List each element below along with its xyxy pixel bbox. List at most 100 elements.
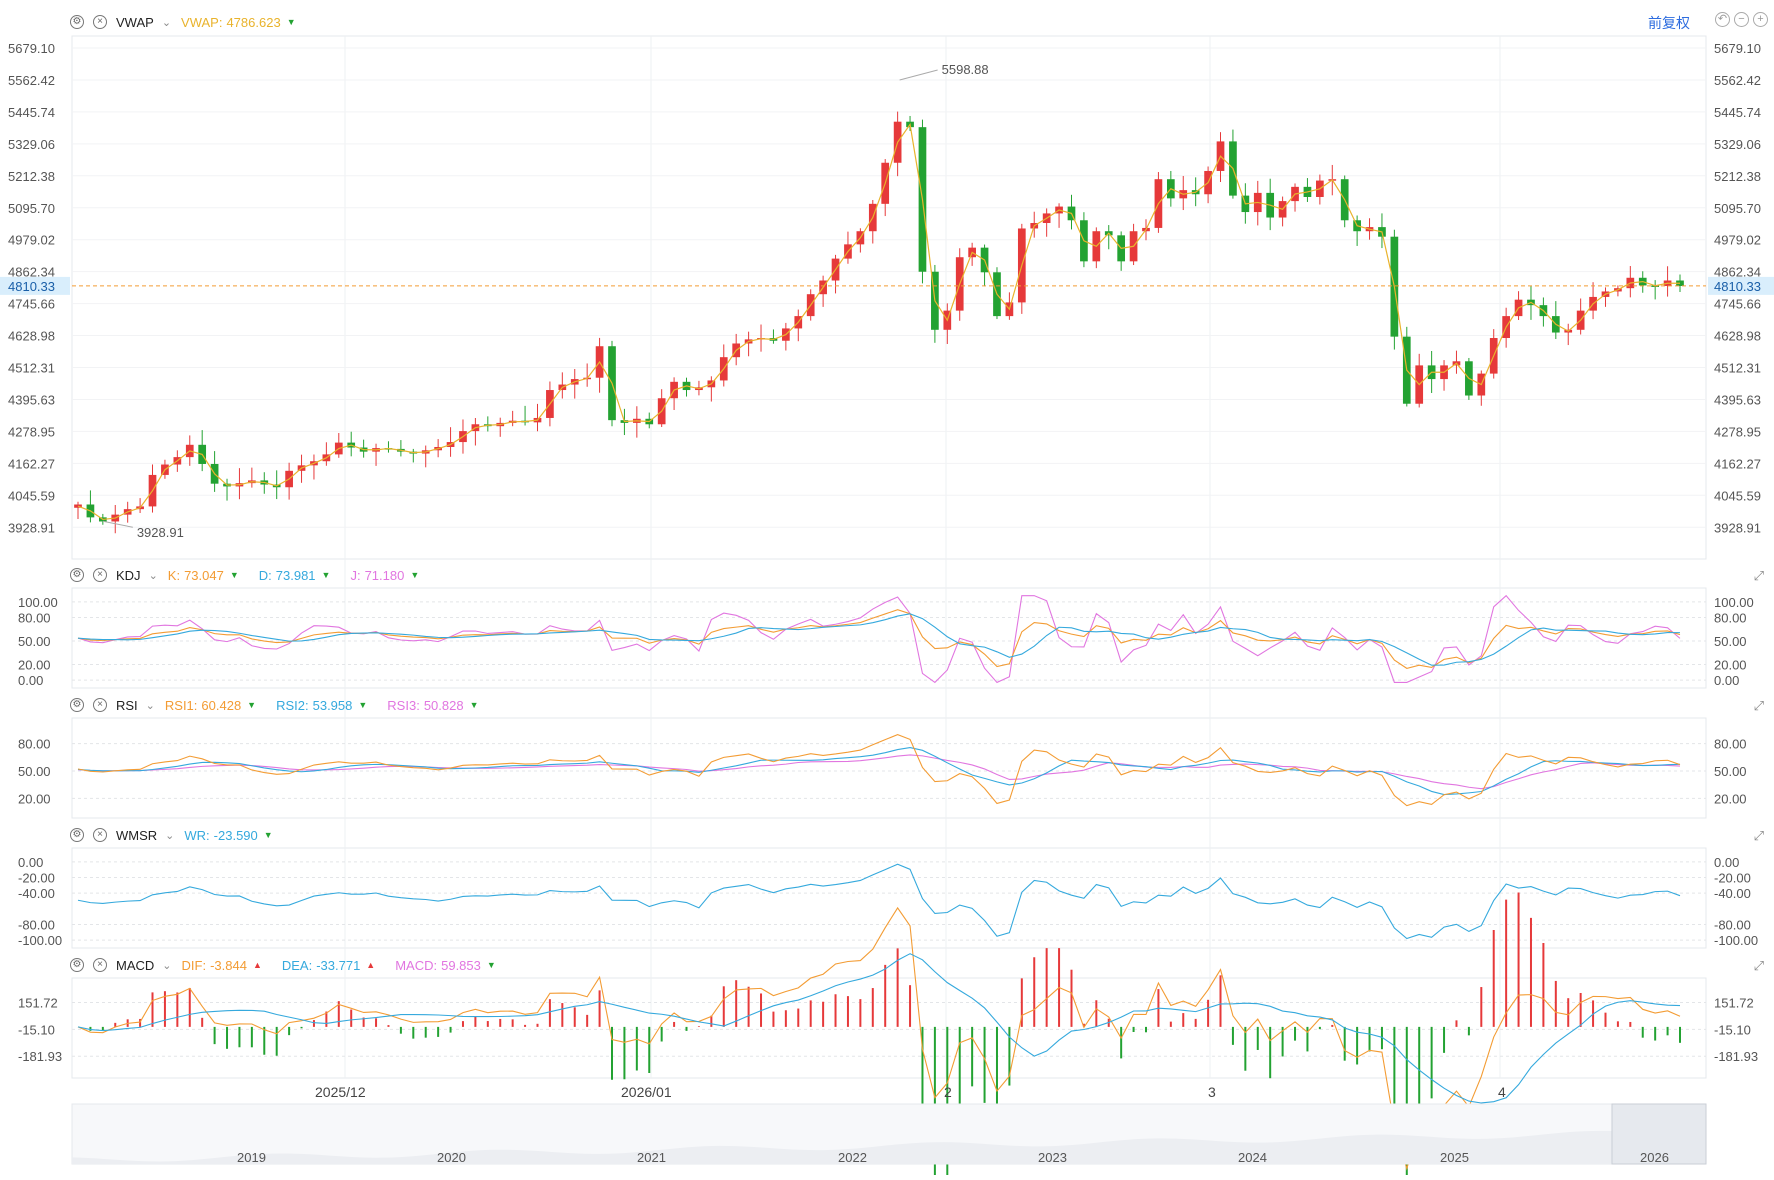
kdj-ind-trend-icon-2: ▼ — [410, 570, 420, 580]
rsi-dropdown-icon[interactable]: ⌄ — [145, 699, 155, 712]
navigator-area — [72, 1130, 1706, 1164]
x-axis-label: 2026/01 — [621, 1084, 672, 1100]
navigator-year: 2026 — [1640, 1150, 1669, 1165]
price-tick-right: 4045.59 — [1714, 488, 1761, 503]
kdj-close-icon[interactable]: × — [93, 568, 107, 582]
navigator-year: 2025 — [1440, 1150, 1469, 1165]
low-leader-line — [102, 520, 133, 528]
high-leader-line — [899, 69, 938, 81]
candle — [508, 410, 517, 427]
panel-frame — [71, 35, 1707, 560]
wmsr-settings-icon[interactable]: ⚙ — [70, 828, 84, 842]
last-price-left: 4810.33 — [8, 279, 55, 294]
kdj-ind-value-2: 71.180 — [364, 567, 405, 583]
rsi-settings-icon[interactable]: ⚙ — [70, 698, 84, 712]
macd-dea-line — [77, 953, 1681, 1104]
candle — [1017, 223, 1026, 314]
rsi-tick-left: 80.00 — [18, 737, 51, 752]
rsi-ind-value-2: 50.828 — [423, 697, 464, 713]
price-tick-right: 4862.34 — [1714, 265, 1761, 280]
macd-ind-label-2: MACD: — [395, 957, 438, 973]
kdj-settings-icon[interactable]: ⚙ — [70, 568, 84, 582]
candle — [1440, 360, 1448, 391]
macd-ind-trend-icon-2: ▼ — [486, 960, 496, 970]
kdj-tick-right: 0.00 — [1714, 673, 1739, 688]
kdj-tick-right: 100.00 — [1714, 595, 1754, 610]
kdj-dropdown-icon[interactable]: ⌄ — [148, 569, 158, 582]
price-tick-left: 4979.02 — [8, 233, 55, 248]
candle — [1154, 172, 1163, 233]
candle — [310, 454, 318, 480]
wmsr-indicator-name[interactable]: WMSR — [116, 827, 158, 843]
candle — [496, 417, 505, 437]
macd-ind-value-2: 59.853 — [441, 957, 481, 973]
price-tick-left: 5445.74 — [8, 105, 55, 120]
wmsr-tick-left: -80.00 — [18, 917, 55, 932]
main-ind-label-0: VWAP: — [181, 14, 223, 30]
macd-close-icon[interactable]: × — [93, 958, 107, 972]
kdj-tick-right: 50.00 — [1714, 634, 1747, 649]
main-close-icon[interactable]: × — [93, 15, 107, 29]
candle — [1278, 196, 1287, 227]
undo-icon[interactable]: ↶ — [1715, 12, 1730, 27]
adjust-button[interactable]: 前复权 — [1648, 15, 1690, 31]
candle — [1539, 297, 1548, 327]
wr-line — [77, 863, 1681, 940]
candle — [1564, 323, 1573, 346]
last-price-tag-right — [1708, 276, 1774, 295]
rsi-tick-left: 20.00 — [18, 791, 51, 806]
candle — [384, 441, 393, 453]
main-indicator-name[interactable]: VWAP — [116, 14, 154, 30]
macd-ind-label-0: DIF: — [181, 957, 207, 973]
macd-tick-left: -181.93 — [18, 1049, 62, 1064]
wmsr-tick-right: -80.00 — [1714, 917, 1751, 932]
price-tick-left: 5095.70 — [8, 201, 55, 216]
rsi-ind-value-1: 53.958 — [312, 697, 353, 713]
kdj-ind-label-0: K: — [167, 567, 181, 583]
main-settings-icon[interactable]: ⚙ — [70, 15, 84, 29]
main-dropdown-icon[interactable]: ⌄ — [161, 16, 172, 29]
price-tick-left: 3928.91 — [8, 520, 55, 535]
candle — [136, 498, 144, 513]
navigator-year: 2022 — [838, 1150, 867, 1165]
navigator-window[interactable] — [1611, 1103, 1707, 1165]
price-tick-left: 4162.27 — [8, 456, 55, 471]
candle — [1663, 266, 1672, 297]
candle — [1042, 208, 1051, 237]
candle — [1626, 266, 1635, 298]
price-tick-right: 4278.95 — [1714, 424, 1761, 439]
rsi-indicator-name[interactable]: RSI — [116, 697, 138, 713]
wmsr-dropdown-icon[interactable]: ⌄ — [165, 829, 175, 842]
kdj-ind-value-1: 73.981 — [275, 567, 316, 583]
wmsr-ind-trend-icon-0: ▼ — [263, 830, 273, 840]
zoom-out-icon[interactable]: − — [1734, 12, 1749, 27]
macd-settings-icon[interactable]: ⚙ — [70, 958, 84, 972]
price-tick-right: 4628.98 — [1714, 329, 1761, 344]
zoom-in-icon[interactable]: + — [1753, 12, 1768, 27]
rsi-expand-icon[interactable]: ⤢ — [1753, 698, 1764, 713]
candle — [372, 443, 380, 466]
macd-tick-right: -15.10 — [1714, 1022, 1751, 1037]
candle — [1092, 227, 1101, 269]
wmsr-expand-icon[interactable]: ⤢ — [1753, 828, 1764, 843]
kdj-indicator-name[interactable]: KDJ — [116, 567, 141, 583]
candle — [1229, 129, 1237, 199]
macd-expand-icon[interactable]: ⤢ — [1753, 958, 1764, 973]
candle — [1477, 370, 1486, 406]
wmsr-close-icon[interactable]: × — [93, 828, 107, 842]
rsi-ind-label-0: RSI1: — [164, 697, 198, 713]
candle — [198, 430, 207, 472]
macd-dropdown-icon[interactable]: ⌄ — [162, 959, 172, 972]
navigator-year: 2020 — [437, 1150, 466, 1165]
candle — [210, 451, 219, 492]
low-price-label: 3928.91 — [137, 525, 184, 540]
macd-ind-value-1: -33.771 — [316, 957, 361, 973]
kdj-expand-icon[interactable]: ⤢ — [1753, 568, 1764, 583]
macd-indicator-name[interactable]: MACD — [116, 957, 155, 973]
rsi-close-icon[interactable]: × — [93, 698, 107, 712]
wmsr-tick-left: -20.00 — [18, 871, 55, 886]
macd-ind-trend-icon-1: ▲ — [366, 960, 376, 970]
candle — [980, 244, 989, 287]
kdj-ind-label-1: D: — [258, 567, 272, 583]
